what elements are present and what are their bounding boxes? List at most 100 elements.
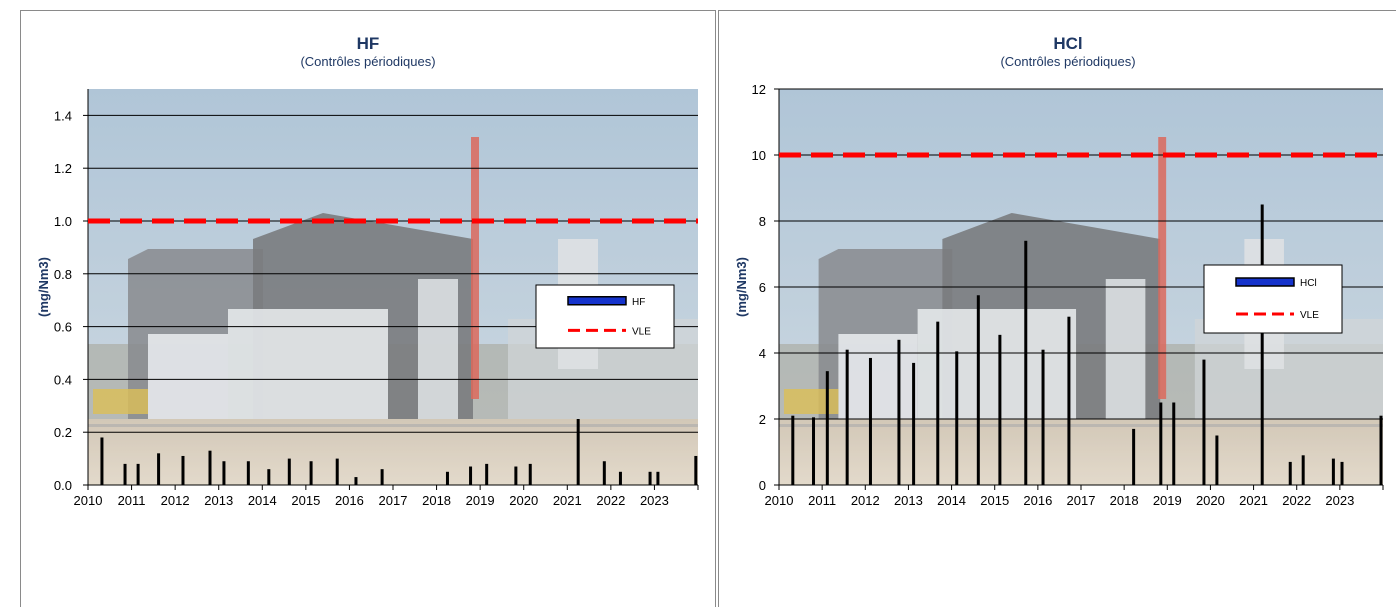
x-tick-label: 2018 [1110, 493, 1139, 508]
photo-building-annex [148, 334, 228, 419]
bar [100, 437, 104, 485]
bar [287, 458, 291, 485]
x-tick-label: 2014 [248, 493, 277, 508]
bar [208, 450, 212, 485]
photo-chimney [1158, 137, 1167, 399]
photo-plant-right [1194, 319, 1383, 419]
x-tick-label: 2019 [1153, 493, 1182, 508]
bar [1172, 402, 1176, 485]
x-tick-label: 2015 [980, 493, 1009, 508]
x-tick-label: 2010 [765, 493, 794, 508]
bar [123, 463, 127, 485]
x-tick-label: 2021 [553, 493, 582, 508]
y-tick-label: 10 [752, 148, 766, 163]
bar [1260, 204, 1264, 485]
bar [181, 455, 185, 485]
bar [618, 471, 622, 485]
bar [157, 453, 161, 485]
x-tick-label: 2012 [161, 493, 190, 508]
x-tick-label: 2022 [596, 493, 625, 508]
y-tick-label: 6 [759, 280, 766, 295]
bar [1041, 349, 1045, 485]
bar [976, 295, 980, 485]
x-tick-label: 2016 [335, 493, 364, 508]
x-tick-label: 2017 [379, 493, 408, 508]
y-tick-label: 4 [759, 346, 766, 361]
y-tick-label: 0.0 [54, 478, 72, 493]
x-tick-label: 2011 [118, 493, 146, 508]
x-tick-label: 2023 [1325, 493, 1354, 508]
y-tick-label: 12 [752, 82, 766, 97]
x-tick-label: 2014 [937, 493, 966, 508]
y-tick-label: 0.8 [54, 267, 72, 282]
legend-swatch-bar [1235, 277, 1295, 287]
bar [955, 351, 959, 485]
y-axis-label: (mg/Nm3) [36, 257, 51, 317]
bar [825, 371, 829, 485]
bar [694, 455, 698, 485]
bar [222, 461, 226, 485]
y-tick-label: 2 [759, 412, 766, 427]
y-tick-label: 0.4 [54, 372, 72, 387]
legend: HCl VLE [1203, 264, 1343, 334]
legend-label: VLE [1300, 310, 1319, 321]
bar [445, 471, 449, 485]
x-tick-label: 2022 [1282, 493, 1311, 508]
photo-tower [1105, 279, 1146, 419]
y-tick-label: 1.2 [54, 161, 72, 176]
bar [469, 466, 473, 485]
x-tick-label: 2017 [1067, 493, 1096, 508]
x-tick-label: 2012 [851, 493, 880, 508]
bar [335, 458, 339, 485]
legend-box [535, 284, 675, 349]
legend-swatch-bar [567, 296, 627, 306]
bar [309, 461, 313, 485]
bar [1024, 240, 1028, 485]
bar [1331, 458, 1335, 485]
bar [380, 469, 384, 485]
bar [868, 357, 872, 485]
y-tick-label: 1.0 [54, 214, 72, 229]
bar [812, 417, 816, 485]
chart-subtitle: (Contrôles périodiques) [1000, 54, 1135, 69]
y-tick-label: 0.2 [54, 425, 72, 440]
photo-loader [783, 389, 839, 414]
x-tick-label: 2016 [1023, 493, 1052, 508]
x-tick-label: 2020 [1196, 493, 1225, 508]
x-tick-label: 2015 [291, 493, 320, 508]
photo-building-hall [917, 309, 1077, 419]
bar [998, 334, 1002, 485]
x-tick-label: 2013 [894, 493, 923, 508]
bar [1340, 461, 1344, 485]
legend-label: VLE [632, 326, 651, 337]
y-tick-label: 0 [759, 478, 766, 493]
legend-box [1203, 264, 1343, 334]
legend-label: HCl [1300, 278, 1317, 289]
x-tick-label: 2011 [808, 493, 836, 508]
y-axis-label: (mg/Nm3) [734, 257, 749, 317]
photo-building-annex [838, 334, 918, 419]
photo-chimney [471, 137, 479, 399]
bar [791, 415, 795, 485]
chart-hf: 0.0 0.2 0.4 0.6 0.8 1.0 1.2 1.4 2010 2011 2012 2013… [36, 34, 699, 508]
bar [1215, 435, 1219, 485]
bar [1379, 415, 1383, 485]
legend: HF VLE [535, 284, 675, 349]
x-tick-label: 2023 [640, 493, 669, 508]
bar [528, 463, 532, 485]
chart-title: HF [357, 34, 380, 53]
photo-ground [779, 419, 1383, 485]
photo-fence [88, 424, 698, 427]
bar [136, 463, 140, 485]
bar [514, 466, 518, 485]
legend-label: HF [632, 297, 645, 308]
bar [1159, 402, 1163, 485]
photo-ground [88, 419, 698, 485]
y-tick-label: 1.4 [54, 108, 72, 123]
photo-loader [93, 389, 148, 414]
bar [1132, 428, 1136, 485]
bar [246, 461, 250, 485]
bar [936, 321, 940, 485]
bar [1288, 461, 1292, 485]
bar [1067, 316, 1071, 485]
